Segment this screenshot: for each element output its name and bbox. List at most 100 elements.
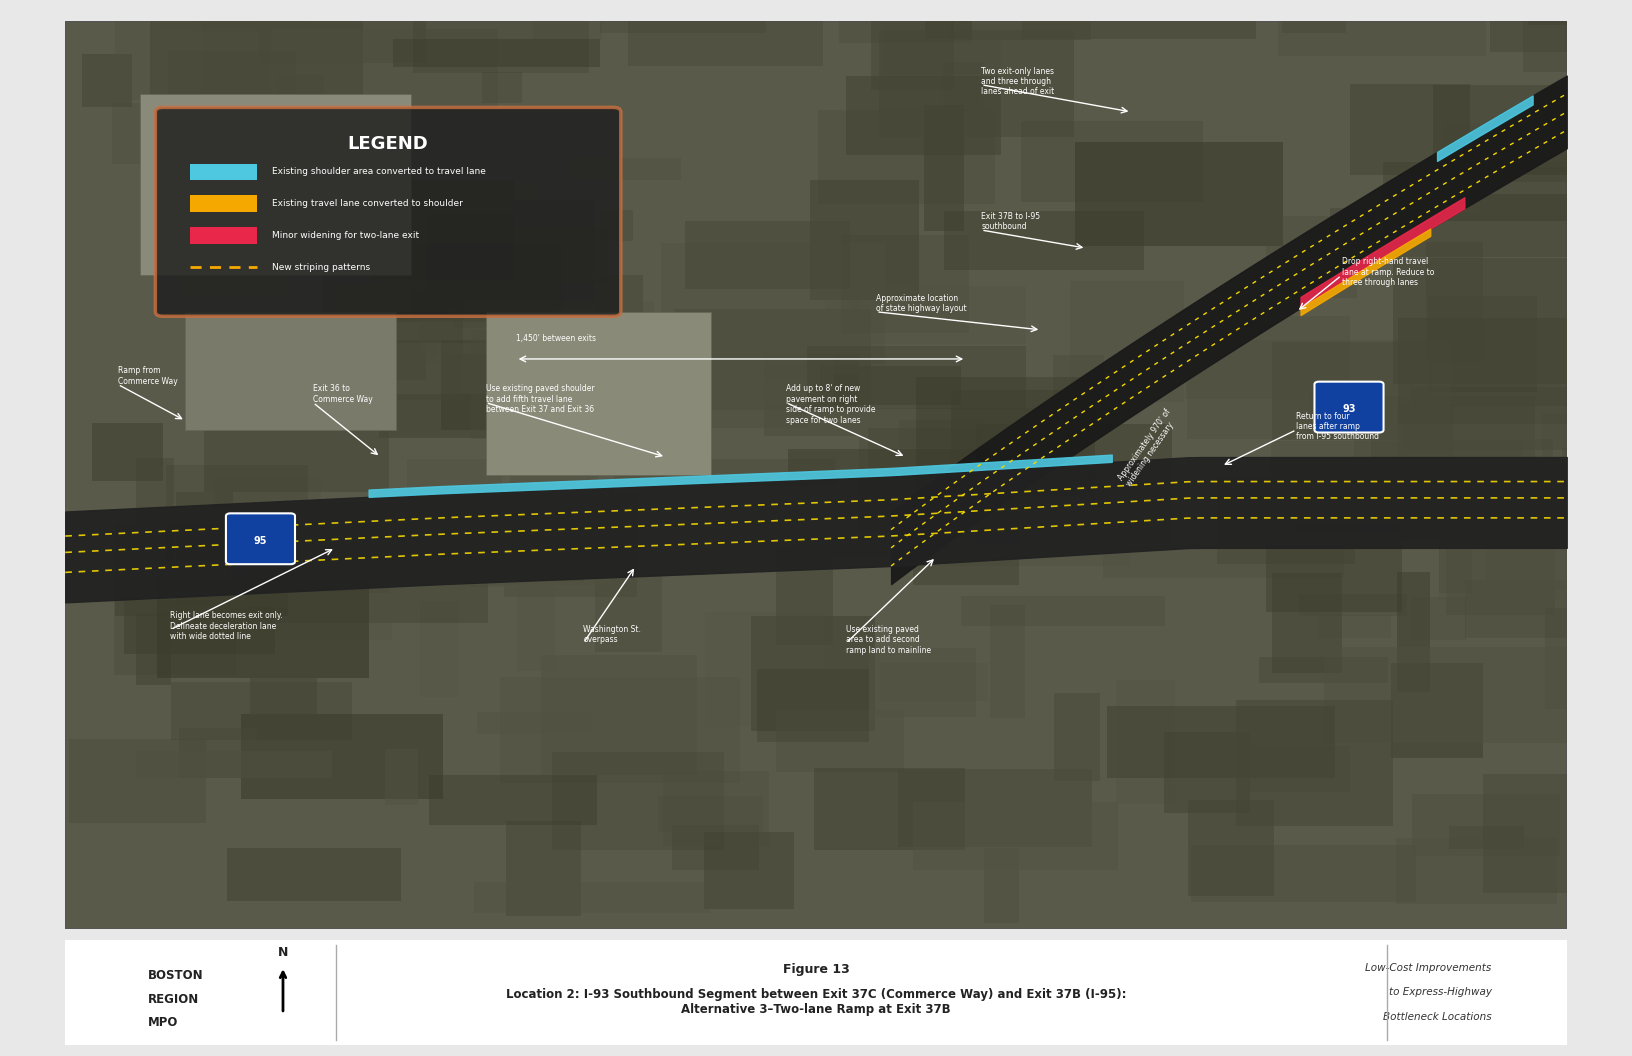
Bar [924, 105, 965, 231]
Bar [470, 329, 537, 439]
Bar [951, 0, 1090, 40]
Text: 95: 95 [253, 535, 268, 546]
Bar [114, 524, 287, 616]
Bar [1164, 732, 1250, 813]
Text: Add up to 8' of new
pavement on right
side of ramp to provide
space for two lane: Add up to 8' of new pavement on right si… [787, 384, 875, 425]
Bar [984, 848, 1018, 923]
Bar [277, 75, 323, 201]
Text: BOSTON: BOSTON [149, 969, 204, 982]
Bar [259, 20, 426, 63]
Bar [601, 0, 767, 34]
Bar [1106, 705, 1335, 778]
Bar [428, 200, 594, 308]
Bar [976, 425, 1172, 544]
Bar [775, 547, 832, 645]
Bar [215, 478, 320, 512]
Bar [204, 418, 388, 492]
Bar [1299, 595, 1407, 616]
Text: MPO: MPO [149, 1016, 178, 1029]
Bar [1235, 700, 1394, 826]
Text: 1,450' between exits: 1,450' between exits [516, 335, 596, 343]
Bar [82, 54, 132, 107]
Bar [1371, 396, 1534, 458]
Bar [885, 0, 1002, 74]
Bar [1185, 340, 1433, 399]
Bar [790, 453, 839, 482]
Bar [1319, 616, 1392, 638]
Bar [1250, 747, 1350, 792]
Bar [160, 0, 263, 31]
Bar [1397, 838, 1557, 904]
Bar [1116, 680, 1175, 804]
Bar [1382, 162, 1570, 257]
Bar [1461, 144, 1632, 175]
Bar [1188, 316, 1350, 439]
Text: Figure 13: Figure 13 [783, 963, 849, 976]
Bar [751, 617, 875, 731]
Bar [157, 578, 369, 678]
Bar [517, 586, 555, 671]
Bar [166, 465, 308, 561]
Bar [390, 340, 439, 363]
Bar [429, 775, 597, 825]
Bar [186, 515, 372, 541]
Bar [171, 682, 353, 739]
Bar [413, 289, 447, 319]
Bar [274, 340, 426, 380]
Bar [178, 728, 258, 778]
Bar [870, 647, 976, 717]
Bar [1330, 208, 1374, 231]
Text: to Express-Highway: to Express-Highway [1389, 987, 1492, 997]
Bar [840, 234, 969, 333]
Bar [824, 261, 858, 374]
Text: Existing shoulder area converted to travel lane: Existing shoulder area converted to trav… [273, 167, 486, 176]
Bar [1412, 461, 1593, 498]
Text: LEGEND: LEGEND [348, 135, 429, 153]
Bar [1392, 258, 1627, 383]
Bar [703, 832, 795, 909]
Bar [880, 663, 987, 700]
Bar [470, 533, 504, 587]
Bar [1523, 0, 1632, 72]
Bar [818, 110, 994, 204]
Bar [1271, 440, 1523, 503]
Bar [1542, 413, 1632, 506]
Bar [372, 181, 514, 281]
Bar [943, 528, 1131, 566]
Bar [705, 611, 824, 728]
Bar [1291, 461, 1407, 530]
Bar [594, 577, 661, 653]
Text: Minor widening for two-lane exit: Minor widening for two-lane exit [273, 231, 419, 240]
Bar [672, 826, 759, 870]
Bar [1446, 516, 1555, 615]
Bar [1410, 598, 1466, 641]
Bar [1521, 135, 1599, 173]
Bar [1449, 826, 1524, 849]
Bar [899, 420, 984, 449]
FancyBboxPatch shape [36, 938, 1596, 1048]
Text: Use existing paved
area to add second
ramp land to mainline: Use existing paved area to add second ra… [845, 625, 932, 655]
Bar [1069, 281, 1183, 402]
Bar [1355, 439, 1554, 540]
Bar [393, 310, 517, 343]
Bar [501, 677, 739, 782]
Bar [504, 493, 636, 597]
Text: Return to four
lanes after ramp
from I-95 southbound: Return to four lanes after ramp from I-9… [1296, 412, 1379, 441]
Bar [961, 596, 1165, 626]
Bar [868, 428, 986, 478]
Bar [419, 301, 654, 354]
Bar [1528, 0, 1570, 24]
Bar [764, 354, 858, 436]
Bar [1536, 103, 1632, 167]
Bar [534, 20, 602, 40]
Bar [232, 557, 326, 607]
Bar [839, 0, 973, 43]
Bar [242, 714, 442, 799]
Bar [176, 491, 233, 604]
FancyBboxPatch shape [155, 108, 620, 317]
Bar [757, 668, 870, 742]
Bar [1390, 663, 1483, 758]
Text: Low-Cost Improvements: Low-Cost Improvements [1366, 963, 1492, 973]
Bar [925, 0, 971, 39]
Bar [1260, 657, 1389, 683]
